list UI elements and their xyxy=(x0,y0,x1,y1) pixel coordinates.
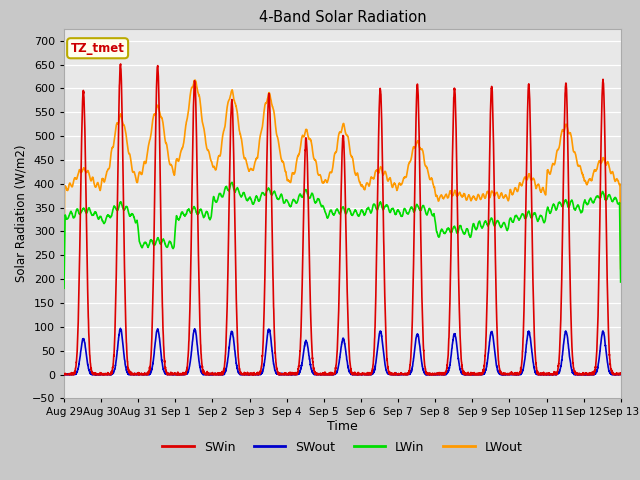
Text: TZ_tmet: TZ_tmet xyxy=(70,42,125,55)
Title: 4-Band Solar Radiation: 4-Band Solar Radiation xyxy=(259,10,426,25)
Legend: SWin, SWout, LWin, LWout: SWin, SWout, LWin, LWout xyxy=(157,436,527,459)
Y-axis label: Solar Radiation (W/m2): Solar Radiation (W/m2) xyxy=(15,145,28,282)
X-axis label: Time: Time xyxy=(327,420,358,433)
